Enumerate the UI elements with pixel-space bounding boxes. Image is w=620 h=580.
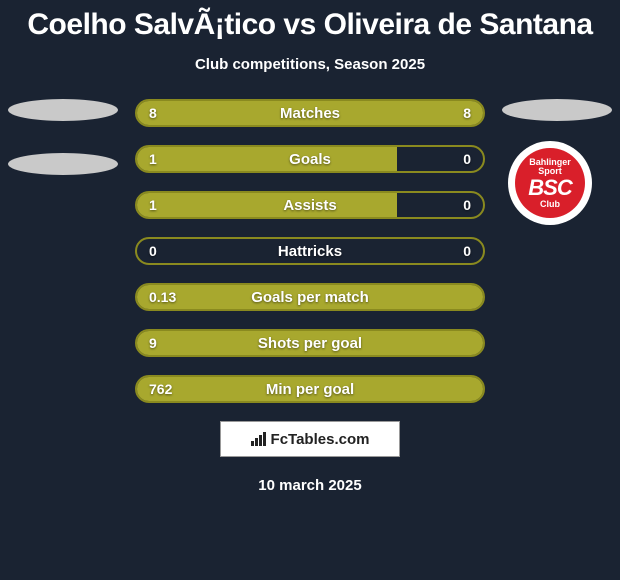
comparison-panel: Bahlinger Sport BSC Club 88Matches 10Goal… [0,99,620,403]
stat-label: Assists [137,193,483,217]
chart-icon [251,432,267,446]
stat-bar-row: 00Hattricks [135,237,485,265]
date-label: 10 march 2025 [0,477,620,494]
brand-footer[interactable]: FcTables.com [220,421,400,457]
stat-label: Shots per goal [137,331,483,355]
stat-label: Min per goal [137,377,483,401]
stat-bars: 88Matches 10Goals 10Assists 00Hattricks 0.13… [135,99,485,403]
page-title: Coelho SalvÃ¡tico vs Oliveira de Santana [0,0,620,42]
right-team-placeholder [502,99,612,121]
stat-label: Goals [137,147,483,171]
badge-circle-icon: Bahlinger Sport BSC Club [515,148,585,218]
stat-bar-row: 762Min per goal [135,375,485,403]
badge-text-center: BSC [528,177,571,199]
left-team-placeholder [8,99,118,207]
brand-label: FcTables.com [271,431,370,448]
stat-bar-row: 0.13Goals per match [135,283,485,311]
stat-bar-row: 88Matches [135,99,485,127]
stat-bar-row: 9Shots per goal [135,329,485,357]
badge-text-club: Club [540,200,560,209]
stat-label: Matches [137,101,483,125]
stat-label: Hattricks [137,239,483,263]
stat-label: Goals per match [137,285,483,309]
page-subtitle: Club competitions, Season 2025 [0,56,620,73]
stat-bar-row: 10Goals [135,145,485,173]
ellipse-icon [8,99,118,121]
team-badge: Bahlinger Sport BSC Club [508,141,592,225]
stat-bar-row: 10Assists [135,191,485,219]
ellipse-icon [8,153,118,175]
